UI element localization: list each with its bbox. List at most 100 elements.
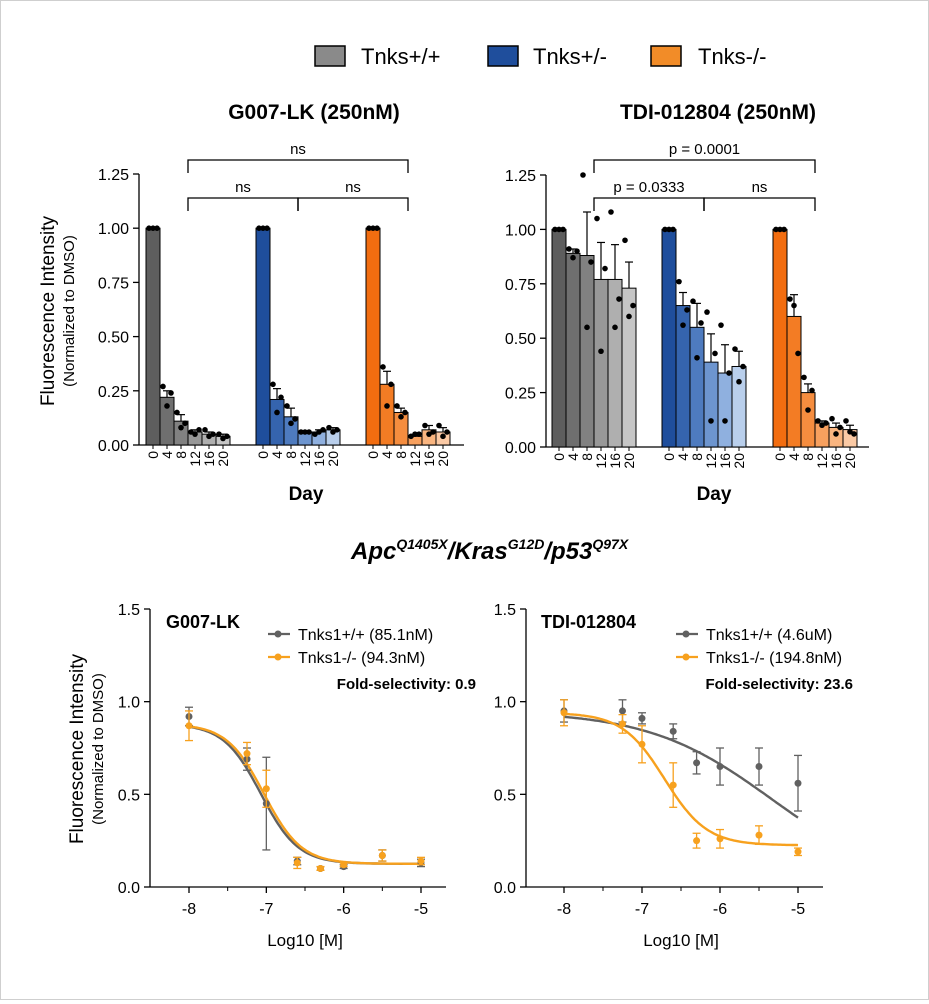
x-tick-label: 12: [187, 451, 203, 467]
y-tick-label: 0.50: [505, 331, 536, 348]
data-point: [302, 429, 308, 435]
data-point: [716, 835, 724, 843]
y-tick-label: 0.25: [98, 384, 129, 401]
data-point: [440, 433, 446, 440]
x-tick-label: 4: [379, 451, 395, 459]
legend-marker: [682, 653, 690, 661]
bar: [551, 228, 567, 448]
y-axis-label: Fluorescence Intensity: [67, 653, 88, 844]
data-point: [669, 781, 677, 789]
y-tick-label: 1.00: [98, 221, 129, 238]
x-tick-label: -7: [635, 901, 649, 918]
bar: [379, 383, 395, 446]
x-tick-label: -8: [182, 901, 196, 918]
data-point: [146, 225, 152, 231]
x-tick-label: 8: [393, 451, 409, 459]
bar: [269, 398, 285, 446]
bar-chart-tdi012804: TDI-012804 (250nM) 0.00 0.25 0.50 0.75 1.00 1.…: [505, 101, 869, 505]
data-point: [580, 172, 586, 178]
data-point: [608, 209, 614, 215]
y-tick-label: 0.5: [494, 787, 516, 804]
comparison-label: ns: [752, 179, 768, 196]
data-point: [284, 403, 290, 409]
data-point: [680, 322, 686, 328]
x-tick-label: 16: [828, 453, 844, 469]
data-point: [690, 298, 696, 305]
comparison-bracket: [297, 197, 409, 211]
data-point: [698, 320, 704, 326]
data-point: [619, 720, 626, 728]
data-point: [669, 727, 677, 735]
bar: [717, 372, 733, 448]
data-point: [430, 429, 436, 435]
data-point: [712, 350, 718, 357]
x-tick-label: 0: [255, 451, 271, 459]
data-point: [805, 407, 811, 413]
data-point: [726, 370, 732, 376]
data-point: [154, 225, 160, 231]
data-point: [160, 383, 166, 390]
data-point: [837, 424, 843, 431]
data-point: [740, 363, 746, 370]
y-tick-label: 1.5: [118, 602, 140, 619]
data-point: [594, 215, 600, 222]
y-tick-label: 0.25: [505, 386, 536, 403]
data-point: [192, 431, 198, 437]
data-point: [320, 427, 326, 433]
x-tick-label: -6: [337, 901, 351, 918]
data-point: [224, 433, 230, 440]
x-tick-label: 4: [269, 451, 285, 459]
data-point: [202, 427, 208, 433]
bar: [579, 255, 595, 448]
x-tick-label: 8: [800, 453, 816, 461]
legend-label: Tnks-/-: [698, 44, 766, 69]
data-point: [316, 864, 324, 872]
x-tick-label: 20: [215, 451, 231, 467]
y-tick-label: 0.75: [505, 277, 536, 294]
data-point: [436, 422, 442, 429]
data-point: [412, 431, 418, 437]
data-point: [815, 418, 821, 424]
legend-swatch: [314, 45, 346, 67]
data-point: [598, 348, 604, 355]
data-point: [384, 403, 390, 409]
dose-response-tdi012804: 0.0 0.5 1.0 1.5 -8 -7 -6 -5 TDI-012804 Tnks1+/+ (…: [494, 602, 853, 950]
data-point: [402, 409, 408, 416]
x-tick-label: 0: [365, 451, 381, 459]
data-point: [560, 226, 566, 233]
y-tick-label: 0.5: [118, 787, 140, 804]
bar: [703, 361, 719, 448]
data-point: [278, 394, 284, 401]
x-tick-label: -5: [791, 901, 805, 918]
data-point: [616, 296, 622, 302]
data-point: [298, 429, 304, 435]
data-point: [378, 851, 386, 859]
y-axis-sublabel: (Normalized to DMSO): [61, 235, 78, 387]
x-tick-label: 0: [145, 451, 161, 459]
data-point: [340, 861, 348, 869]
x-axis-label: Day: [697, 484, 732, 505]
data-point: [178, 424, 184, 431]
x-tick-label: 16: [607, 453, 623, 469]
data-point: [791, 302, 797, 309]
data-point: [694, 354, 700, 361]
legend-label: Tnks1+/+ (4.6uM): [706, 627, 832, 644]
x-tick-label: -6: [713, 901, 727, 918]
y-tick-label: 1.5: [494, 602, 516, 619]
y-tick-label: 0.00: [98, 438, 129, 455]
data-point: [394, 403, 400, 409]
data-point: [755, 763, 763, 771]
legend-label: Tnks1+/+ (85.1nM): [298, 627, 433, 644]
y-tick-label: 1.25: [98, 167, 129, 184]
x-tick-label: -8: [557, 901, 571, 918]
data-point: [370, 225, 376, 231]
data-point: [416, 431, 422, 437]
data-point: [570, 254, 576, 261]
data-point: [781, 226, 787, 233]
data-point: [422, 422, 428, 429]
bar-chart-g007lk: G007-LK (250nM) 0.00 0.25 0.50 0.75 1.00 1.25 0…: [38, 101, 464, 505]
x-tick-label: -7: [259, 901, 273, 918]
data-point: [833, 431, 839, 437]
x-tick-label: 12: [593, 453, 609, 469]
comparison-label: ns: [235, 179, 251, 196]
